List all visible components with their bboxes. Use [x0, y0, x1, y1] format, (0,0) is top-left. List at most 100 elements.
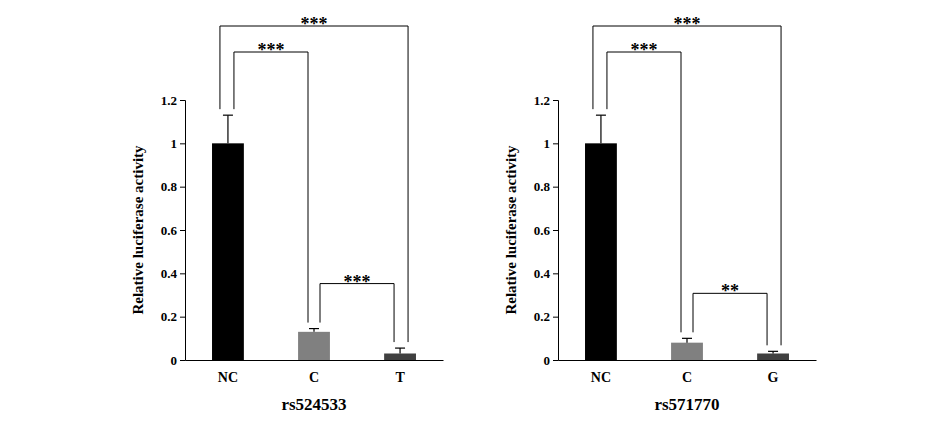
- y-tick: 0.2: [161, 309, 185, 324]
- error-bar: [309, 329, 319, 332]
- x-tick: G: [768, 360, 779, 385]
- x-axis: NC C G: [559, 360, 817, 385]
- x-tick: C: [309, 360, 319, 385]
- bracket-line: [593, 26, 781, 345]
- x-tick: C: [682, 360, 692, 385]
- x-tick-label: C: [309, 370, 319, 385]
- y-tick: 0.6: [534, 223, 558, 238]
- y-tick-label: 1: [171, 136, 178, 151]
- y-tick: 1: [171, 136, 186, 151]
- x-axis-title: rs524533: [281, 395, 346, 414]
- y-tick: 0.6: [161, 223, 185, 238]
- y-tick-mark: [180, 143, 185, 144]
- error-cap: [309, 328, 319, 329]
- error-cap: [596, 115, 606, 116]
- x-tick: NC: [591, 360, 611, 385]
- error-cap: [223, 115, 233, 116]
- significance-label: **: [721, 281, 739, 301]
- y-tick: 0.2: [534, 309, 558, 324]
- y-tick-mark: [553, 273, 558, 274]
- plot-area: [212, 115, 416, 360]
- bracket-line: [220, 26, 408, 342]
- bar: [212, 143, 244, 360]
- significance-label: ***: [630, 40, 657, 60]
- x-tick-label: NC: [591, 370, 611, 385]
- chart: 0 0.2 0.4 0.6 0.8 1 1.2 NC C T *** *** *** rs524533 Re…: [130, 14, 444, 414]
- y-tick-label: 1: [544, 136, 551, 151]
- bar: [757, 354, 789, 361]
- error-bar: [596, 115, 606, 143]
- x-tick-label: C: [682, 370, 692, 385]
- error-bar: [768, 351, 778, 353]
- y-tick: 1.2: [161, 93, 185, 108]
- y-tick-mark: [180, 360, 185, 361]
- x-axis: NC C T: [186, 360, 444, 385]
- y-tick: 0: [544, 353, 559, 368]
- bar: [384, 354, 416, 361]
- y-tick-label: 0.4: [534, 266, 551, 281]
- y-tick-label: 0.8: [161, 179, 178, 194]
- y-tick-mark: [553, 187, 558, 188]
- significance-bracket: **: [693, 281, 767, 345]
- error-bar: [682, 338, 692, 342]
- error-cap: [768, 351, 778, 352]
- y-axis-line: [553, 101, 559, 361]
- y-tick-mark: [553, 360, 558, 361]
- significance-bracket: ***: [320, 272, 394, 343]
- error-whisker: [600, 115, 601, 143]
- y-tick-mark: [180, 317, 185, 318]
- y-tick: 0: [171, 353, 186, 368]
- y-tick-label: 0.2: [161, 309, 177, 324]
- y-tick-mark: [553, 143, 558, 144]
- bar: [585, 143, 617, 360]
- y-tick-mark: [553, 317, 558, 318]
- significance-label: ***: [344, 272, 371, 292]
- significance-label: ***: [674, 14, 701, 34]
- y-tick-label: 0.6: [161, 223, 178, 238]
- x-tick: NC: [218, 360, 238, 385]
- y-axis-title: Relative luciferase activity: [130, 145, 146, 315]
- y-axis-line: [180, 101, 186, 361]
- y-tick: 0.4: [161, 266, 185, 281]
- x-tick-label: NC: [218, 370, 238, 385]
- error-bar: [395, 348, 405, 353]
- y-tick: 0.8: [534, 179, 558, 194]
- error-whisker: [227, 115, 228, 143]
- y-tick-label: 0.2: [534, 309, 550, 324]
- error-whisker: [399, 348, 400, 353]
- y-axis: 0 0.2 0.4 0.6 0.8 1 1.2: [534, 93, 559, 368]
- bracket-line: [607, 52, 681, 332]
- y-tick-label: 1.2: [534, 93, 550, 108]
- y-tick-label: 0: [544, 353, 551, 368]
- error-cap: [395, 347, 405, 348]
- bar: [298, 332, 330, 360]
- error-whisker: [686, 338, 687, 342]
- significance-label: ***: [257, 40, 284, 60]
- error-cap: [682, 338, 692, 339]
- y-tick: 0.8: [161, 179, 185, 194]
- significance-bracket: ***: [607, 40, 681, 332]
- y-tick-mark: [180, 100, 185, 101]
- y-tick-label: 0.8: [534, 179, 551, 194]
- x-tick-label: G: [768, 370, 779, 385]
- error-bar: [223, 115, 233, 143]
- significance-label: ***: [301, 14, 328, 34]
- y-tick: 1: [544, 136, 559, 151]
- x-tick-label: T: [395, 370, 405, 385]
- chart: 00.20.40.60.811.2NCCG********rs571770Rel…: [503, 14, 817, 414]
- y-tick-label: 0.6: [534, 223, 551, 238]
- significance-bracket: ***: [220, 14, 408, 342]
- significance-bracket: ***: [234, 40, 308, 323]
- x-tick: T: [395, 360, 405, 385]
- y-tick: 1.2: [534, 93, 558, 108]
- y-tick-label: 1.2: [161, 93, 177, 108]
- y-tick-mark: [180, 273, 185, 274]
- y-axis: 0 0.2 0.4 0.6 0.8 1 1.2: [161, 93, 186, 368]
- y-axis-title: Relative luciferase activity: [503, 145, 519, 315]
- bracket-line: [320, 284, 394, 343]
- bracket-line: [234, 52, 308, 323]
- x-axis-line: [186, 360, 444, 361]
- x-axis-title: rs571770: [654, 395, 719, 414]
- bar: [671, 343, 703, 360]
- y-tick-mark: [180, 187, 185, 188]
